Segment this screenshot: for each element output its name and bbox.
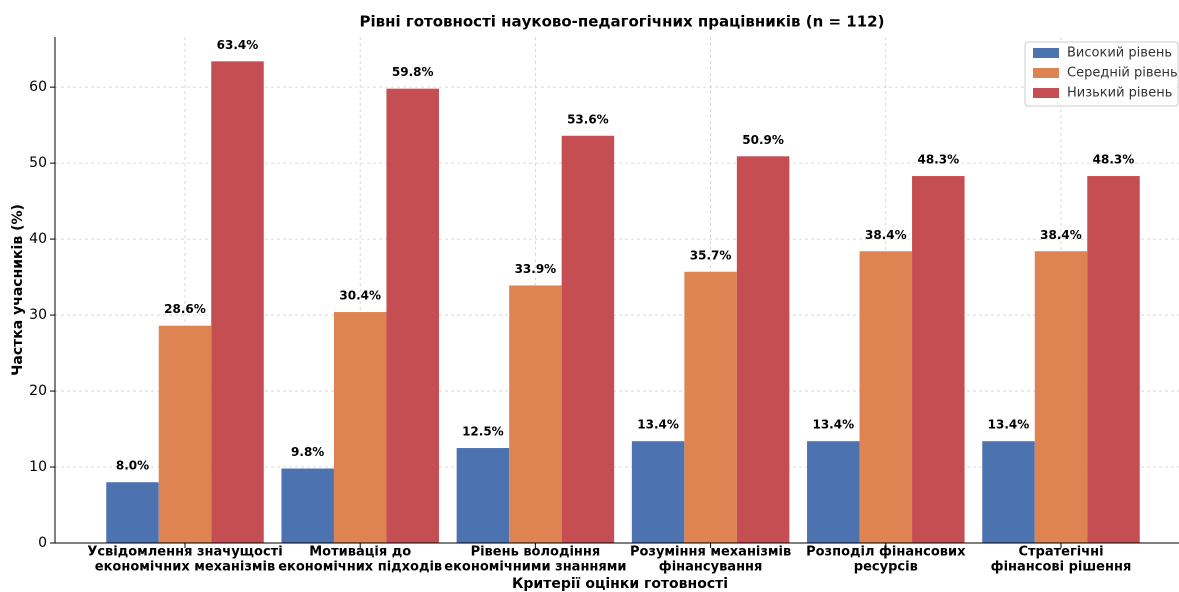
x-tick-label: економічними знаннями — [444, 560, 626, 575]
x-tick-label: Розподіл фінансових — [806, 545, 966, 560]
legend-swatch — [1033, 68, 1059, 78]
x-tick-label: Рівень володіння — [471, 545, 601, 560]
bar — [807, 441, 860, 543]
legend-label: Високий рівень — [1067, 46, 1172, 61]
bar — [509, 285, 562, 543]
bar — [1087, 176, 1140, 543]
value-label: 35.7% — [690, 248, 732, 262]
y-axis-label: Частка учасників (%) — [10, 204, 26, 376]
value-label: 30.4% — [339, 289, 381, 303]
value-label: 12.5% — [462, 425, 504, 439]
value-label: 53.6% — [567, 112, 609, 126]
value-label: 48.3% — [917, 153, 959, 167]
bar — [684, 271, 737, 543]
legend-swatch — [1033, 88, 1059, 98]
bar — [211, 61, 264, 543]
x-tick-label: економічних підходів — [278, 560, 442, 575]
value-label: 38.4% — [1040, 228, 1082, 242]
bar — [456, 448, 510, 543]
bar — [281, 468, 334, 543]
chart-title: Рівні готовності науково-педагогічних пр… — [360, 13, 885, 31]
x-tick-label: Стратегічні — [1018, 545, 1103, 560]
value-label: 13.4% — [812, 418, 854, 432]
bar — [982, 441, 1035, 543]
x-tick-label: ресурсів — [854, 560, 918, 575]
y-tick-label: 50 — [29, 155, 47, 171]
x-tick-label: Мотивація до — [309, 545, 411, 560]
bar — [158, 325, 212, 543]
bar — [1034, 251, 1088, 543]
x-tick-label: фінансування — [659, 560, 763, 575]
value-label: 8.0% — [116, 459, 149, 473]
legend-swatch — [1033, 48, 1059, 58]
bar — [333, 312, 387, 543]
value-label: 13.4% — [988, 418, 1030, 432]
x-tick-label: Усвідомлення значущості — [87, 545, 282, 560]
x-tick-label: економічних механізмів — [95, 560, 275, 575]
bar — [859, 251, 913, 543]
value-label: 38.4% — [865, 228, 907, 242]
value-label: 33.9% — [515, 262, 557, 276]
legend-box — [1024, 41, 1179, 107]
y-tick-label: 30 — [29, 307, 47, 323]
x-tick-label: Розуміння механізмів — [630, 545, 791, 560]
y-tick-label: 0 — [38, 535, 47, 551]
value-label: 13.4% — [637, 418, 679, 432]
x-axis-label: Критерії оцінки готовності — [512, 576, 728, 592]
y-tick-label: 10 — [29, 459, 47, 475]
legend-label: Низький рівень — [1067, 86, 1172, 101]
y-tick-label: 60 — [29, 79, 47, 95]
value-label: 63.4% — [217, 38, 259, 52]
value-label: 48.3% — [1093, 153, 1135, 167]
legend-label: Середній рівень — [1067, 66, 1178, 81]
x-tick-label: фінансові рішення — [991, 560, 1132, 575]
bar — [912, 176, 965, 543]
bar — [386, 88, 439, 543]
value-label: 59.8% — [392, 65, 434, 79]
y-tick-label: 20 — [29, 383, 47, 399]
value-label: 28.6% — [164, 302, 206, 316]
value-label: 50.9% — [742, 133, 784, 147]
value-label: 9.8% — [291, 445, 324, 459]
bar — [561, 135, 615, 543]
y-tick-label: 40 — [29, 231, 47, 247]
bar — [106, 482, 159, 543]
bar — [631, 441, 685, 543]
bar — [736, 156, 790, 543]
